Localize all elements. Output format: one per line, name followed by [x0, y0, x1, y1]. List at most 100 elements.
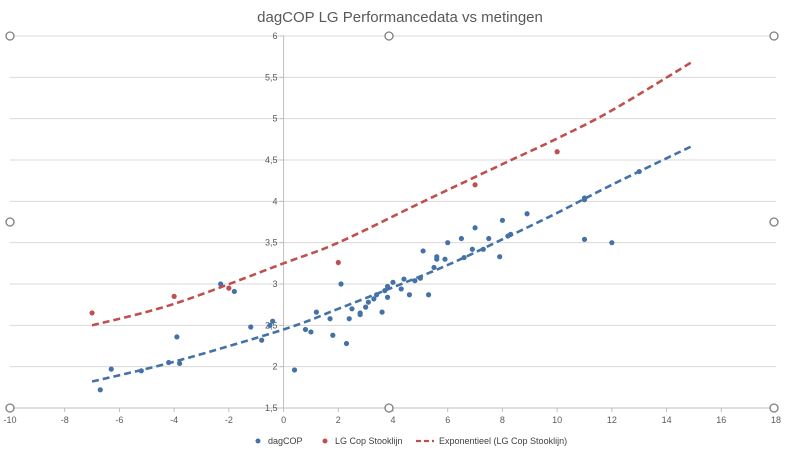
- resize-handle[interactable]: [384, 31, 394, 41]
- x-tick-label: 14: [662, 415, 672, 425]
- data-point: [226, 285, 232, 291]
- data-point: [412, 278, 418, 284]
- data-point: [291, 367, 298, 373]
- data-point: [308, 329, 314, 335]
- data-point: [330, 332, 336, 338]
- data-point: [302, 326, 309, 333]
- legend-item: LG Cop Stooklijn: [322, 436, 403, 446]
- data-point: [442, 256, 448, 262]
- data-point: [231, 288, 237, 295]
- data-point: [346, 316, 352, 322]
- data-point: [472, 225, 478, 231]
- chart-title: dagCOP LG Performancedata vs metingen: [257, 9, 543, 26]
- x-tick-label: 6: [445, 415, 450, 425]
- selection-handles[interactable]: [5, 31, 779, 413]
- series-2: [91, 59, 695, 327]
- y-tick-label: 4: [273, 196, 278, 206]
- data-point: [469, 246, 475, 252]
- resize-handle[interactable]: [5, 403, 15, 413]
- data-point: [581, 236, 588, 242]
- x-tick-label: 12: [607, 415, 617, 425]
- legend-swatch: [322, 438, 328, 444]
- y-tick-label: 2: [273, 362, 278, 372]
- data-point: [371, 296, 377, 302]
- x-tick-label: -2: [225, 415, 233, 425]
- data-point: [458, 235, 464, 242]
- y-tick-label: 3: [273, 279, 278, 289]
- series-1: [89, 149, 560, 316]
- data-point: [486, 235, 492, 242]
- legend: dagCOP LG Cop Stooklijn Exponentieel (LG C…: [255, 436, 567, 446]
- data-point: [174, 334, 180, 340]
- series-group: [89, 59, 695, 393]
- data-point: [97, 387, 103, 393]
- data-point: [524, 211, 530, 217]
- x-tick-label: -8: [61, 415, 69, 425]
- data-point: [259, 337, 265, 343]
- axes: -10-8-6-4-20246810121416181,522,533,544,…: [3, 31, 781, 425]
- data-point: [609, 240, 615, 246]
- x-tick-label: 10: [552, 415, 562, 425]
- x-tick-label: -4: [170, 415, 178, 425]
- data-point: [343, 340, 350, 347]
- data-point: [390, 279, 396, 285]
- data-point: [425, 292, 432, 298]
- trendline: [91, 143, 695, 383]
- data-point: [434, 254, 440, 260]
- resize-handle[interactable]: [769, 217, 779, 227]
- data-point: [338, 281, 344, 287]
- data-point: [472, 182, 478, 188]
- data-point: [108, 366, 114, 372]
- legend-label: LG Cop Stooklijn: [335, 436, 403, 446]
- x-tick-label: 4: [390, 415, 395, 425]
- resize-handle[interactable]: [5, 31, 15, 41]
- data-point: [248, 324, 254, 330]
- resize-handle[interactable]: [5, 217, 15, 227]
- y-tick-label: 1,5: [265, 403, 278, 413]
- legend-label: dagCOP: [268, 436, 303, 446]
- resize-handle[interactable]: [769, 403, 779, 413]
- legend-swatch: [255, 438, 261, 444]
- data-point: [431, 264, 437, 271]
- data-point: [171, 293, 177, 299]
- y-tick-label: 3,5: [265, 238, 278, 248]
- y-tick-label: 6: [273, 31, 278, 41]
- data-point: [379, 309, 385, 315]
- data-point: [406, 292, 413, 298]
- data-point: [177, 360, 183, 366]
- data-point: [313, 309, 319, 315]
- data-point: [420, 248, 426, 254]
- data-point: [270, 318, 276, 324]
- data-point: [499, 217, 506, 223]
- legend-item: dagCOP: [255, 436, 303, 446]
- gridlines: [10, 35, 776, 409]
- x-tick-label: 2: [336, 415, 341, 425]
- data-point: [267, 322, 273, 328]
- data-point: [349, 306, 355, 312]
- x-tick-label: -6: [115, 415, 123, 425]
- series-3: [91, 143, 695, 383]
- resize-handle[interactable]: [384, 403, 394, 413]
- data-point: [89, 310, 95, 316]
- series-0: [97, 168, 642, 393]
- resize-handle[interactable]: [769, 31, 779, 41]
- x-tick-label: 16: [716, 415, 726, 425]
- data-point: [401, 276, 407, 282]
- data-point: [327, 316, 333, 322]
- data-point: [554, 149, 560, 155]
- x-tick-label: 8: [500, 415, 505, 425]
- legend-item: Exponentieel (LG Cop Stooklijn): [416, 436, 567, 446]
- y-tick-label: 4,5: [265, 155, 278, 165]
- data-point: [398, 286, 404, 292]
- x-tick-label: 0: [281, 415, 286, 425]
- data-point: [218, 281, 224, 287]
- data-point: [384, 294, 391, 300]
- data-point: [445, 240, 451, 246]
- data-point: [335, 259, 341, 266]
- data-point: [357, 310, 363, 316]
- x-tick-label: -10: [3, 415, 16, 425]
- trendline: [91, 59, 695, 327]
- y-tick-label: 5: [273, 114, 278, 124]
